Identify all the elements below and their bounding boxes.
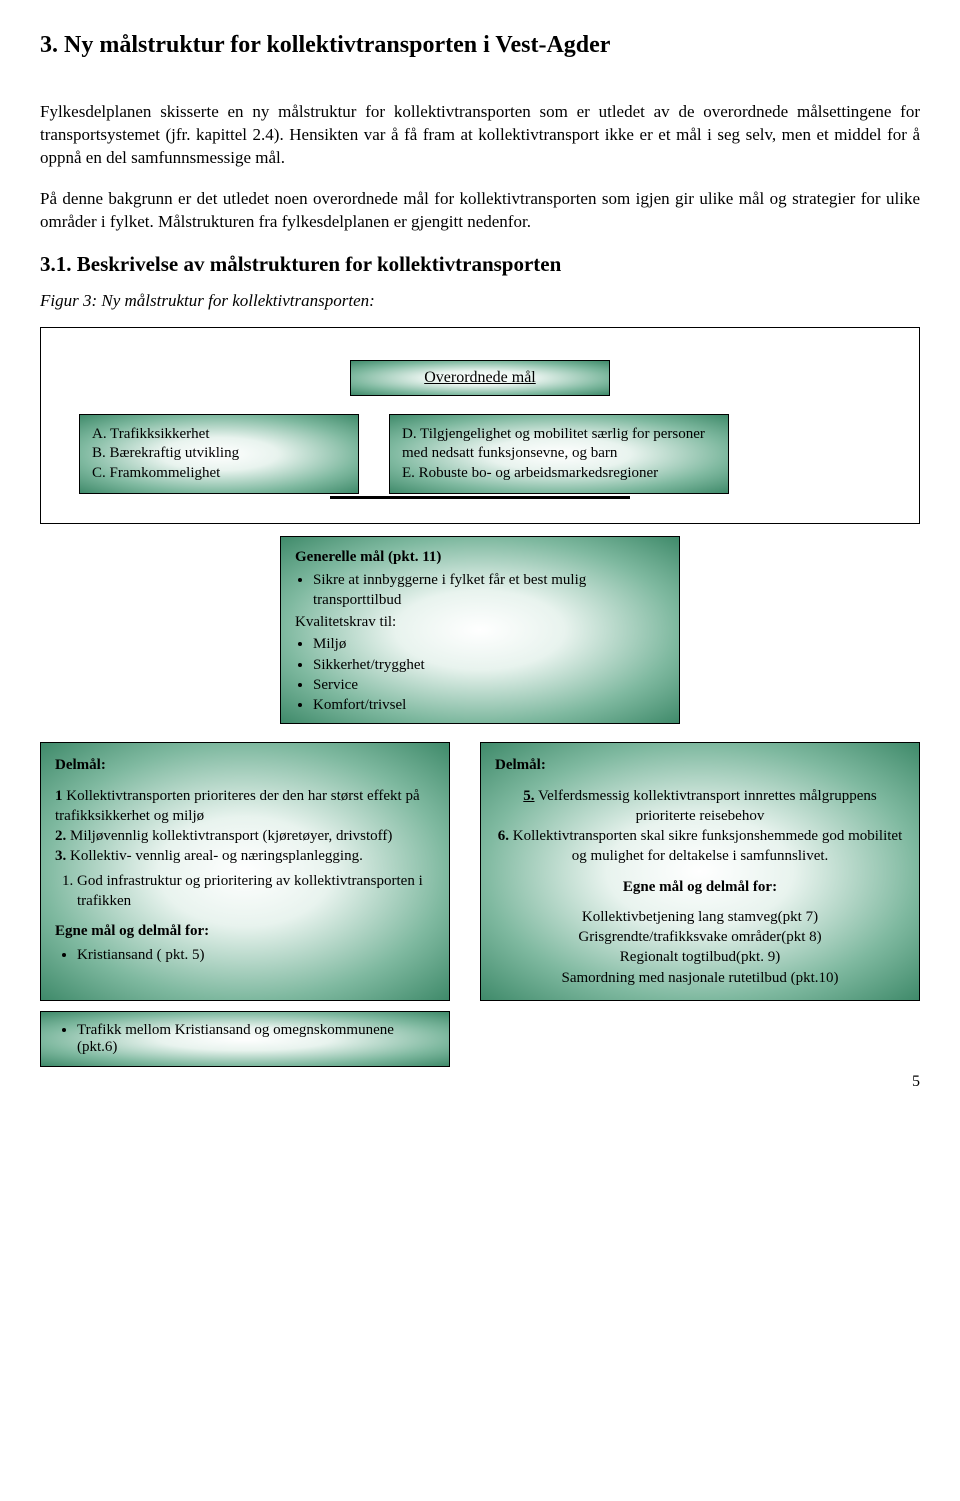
abc-box: A. Trafikksikkerhet B. Bærekraftig utvik… (79, 414, 359, 495)
overordnede-mal-box: Overordnede mål (350, 360, 610, 396)
lead-2: 2. (55, 828, 66, 844)
two-column-row: A. Trafikksikkerhet B. Bærekraftig utvik… (59, 414, 901, 495)
egne-right-2: Grisgrendte/trafikksvake områder(pkt 8) (495, 927, 905, 947)
intro-paragraph-1: Fylkesdelplanen skisserte en ny målstruk… (40, 101, 920, 170)
mid-box-wrap: Generelle mål (pkt. 11) Sikre at innbygg… (40, 536, 920, 724)
diagram-upper-frame: Overordnede mål A. Trafikksikkerhet B. B… (40, 327, 920, 525)
lead-5: 5. (523, 788, 534, 804)
egne-left-1: Kristiansand ( pkt. 5) (77, 945, 435, 965)
item-d: D. Tilgjengelighet og mobilitet særlig f… (402, 425, 716, 464)
egne-right-4: Samordning med nasjonale rutetilbud (pkt… (495, 968, 905, 988)
connector-line (330, 496, 630, 499)
extra-box: Trafikk mellom Kristiansand og omegnskom… (40, 1011, 450, 1067)
egne-right-1: Kollektivbetjening lang stamveg(pkt 7) (495, 907, 905, 927)
figure-caption: Figur 3: Ny målstruktur for kollektivtra… (40, 291, 920, 311)
de-box: D. Tilgjengelighet og mobilitet særlig f… (389, 414, 729, 495)
delmal-left-2: 2. Miljøvennlig kollektivtransport (kjør… (55, 826, 435, 846)
lead-6: 6. (498, 828, 509, 844)
delmal-left-3: 3. Kollektiv- vennlig areal- og næringsp… (55, 846, 435, 866)
item-a: A. Trafikksikkerhet (92, 425, 346, 445)
mid-item-0: Miljø (313, 634, 665, 654)
egne-right-3: Regionalt togtilbud(pkt. 9) (495, 947, 905, 967)
para1-text: Fylkesdelplanen skisserte en ny målstruk… (40, 102, 920, 167)
lower-row: Delmål: 1 Kollektivtransporten prioriter… (40, 742, 920, 1001)
delmal-left-box: Delmål: 1 Kollektivtransporten prioriter… (40, 742, 450, 1001)
text-5: Velferdsmessig kollektivtransport innret… (535, 788, 877, 824)
lead-3: 3. (55, 848, 66, 864)
item-e: E. Robuste bo- og arbeidsmarkedsregioner (402, 464, 716, 484)
delmal-left-ol: God infrastruktur og prioritering av kol… (77, 871, 435, 912)
delmal-right-5: 5. Velferdsmessig kollektivtransport inn… (495, 786, 905, 827)
overordnede-mal-label: Overordnede mål (424, 369, 536, 386)
delmal-left-title: Delmål: (55, 755, 435, 775)
item-b: B. Bærekraftig utvikling (92, 444, 346, 464)
section-heading: 3. Ny målstruktur for kollektivtransport… (40, 30, 920, 61)
text-6: Kollektivtransporten skal sikre funksjon… (509, 828, 902, 864)
delmal-right-title: Delmål: (495, 755, 905, 775)
text-3: Kollektiv- vennlig areal- og næringsplan… (66, 848, 363, 864)
subsection-heading: 3.1. Beskrivelse av målstrukturen for ko… (40, 252, 920, 277)
mid-line1: Sikre at innbyggerne i fylket får et bes… (313, 570, 665, 611)
delmal-right-box: Delmål: 5. Velferdsmessig kollektivtrans… (480, 742, 920, 1001)
intro-paragraph-2: På denne bakgrunn er det utledet noen ov… (40, 188, 920, 234)
text-2: Miljøvennlig kollektivtransport (kjøretø… (66, 828, 392, 844)
text-1: Kollektivtransporten prioriteres der den… (55, 788, 420, 824)
lead-1: 1 (55, 788, 63, 804)
mid-item-1: Sikkerhet/trygghet (313, 655, 665, 675)
generelle-mal-title: Generelle mål (pkt. 11) (295, 547, 665, 567)
extra-item: Trafikk mellom Kristiansand og omegnskom… (77, 1022, 435, 1056)
item-c: C. Framkommelighet (92, 464, 346, 484)
kvalitetskrav-label: Kvalitetskrav til: (295, 612, 665, 632)
mid-item-3: Komfort/trivsel (313, 695, 665, 715)
egne-mal-right-title: Egne mål og delmål for: (495, 877, 905, 897)
page-number: 5 (40, 1073, 920, 1091)
mid-item-2: Service (313, 675, 665, 695)
delmal-left-1: 1 Kollektivtransporten prioriteres der d… (55, 786, 435, 827)
generelle-mal-box: Generelle mål (pkt. 11) Sikre at innbygg… (280, 536, 680, 724)
egne-mal-left-title: Egne mål og delmål for: (55, 921, 435, 941)
ol-item-1: God infrastruktur og prioritering av kol… (77, 871, 435, 912)
delmal-right-6: 6. Kollektivtransporten skal sikre funks… (495, 826, 905, 867)
